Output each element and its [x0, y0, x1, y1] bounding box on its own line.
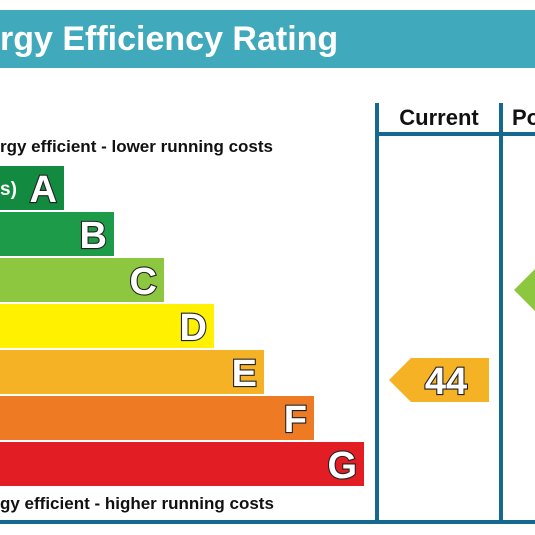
column-header: Po [512, 105, 535, 130]
band [0, 396, 314, 440]
title-bar [0, 10, 535, 68]
band [0, 258, 164, 302]
title: rgy Efficiency Rating [0, 20, 338, 58]
potential-arrow [514, 269, 535, 311]
band [0, 166, 64, 210]
band [0, 304, 214, 348]
column-header: Current [399, 105, 479, 130]
band-letter: E [232, 353, 257, 395]
top-note-part: l [111, 137, 116, 156]
top-note-part: rgy efficient - [0, 137, 111, 156]
arrows: 44 [389, 269, 535, 404]
top-note: rgy efficient - lower running costs [0, 137, 273, 156]
band [0, 212, 114, 256]
band-letter: B [80, 215, 107, 257]
band-letter: C [130, 261, 157, 303]
band-prefix: s) [0, 179, 17, 200]
band [0, 442, 364, 486]
current-arrow [389, 358, 489, 402]
band-letter: D [180, 307, 207, 349]
current-value: 44 [425, 361, 467, 403]
band [0, 350, 264, 394]
band-letter: F [284, 399, 307, 441]
bottom-note: gy efficient - higher running costs [0, 494, 274, 513]
band-letter: G [327, 445, 357, 487]
top-note-part: ower running costs [116, 137, 273, 156]
band-letter: A [30, 169, 57, 211]
